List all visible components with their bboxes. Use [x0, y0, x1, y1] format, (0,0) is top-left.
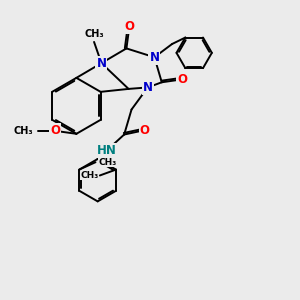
Text: CH₃: CH₃: [14, 126, 33, 136]
Text: CH₃: CH₃: [80, 171, 98, 180]
Text: O: O: [177, 73, 188, 86]
Text: O: O: [50, 124, 60, 137]
Text: N: N: [143, 81, 153, 94]
Text: CH₃: CH₃: [98, 158, 117, 167]
Text: O: O: [124, 20, 134, 33]
Text: HN: HN: [97, 144, 116, 157]
Text: N: N: [149, 51, 159, 64]
Text: CH₃: CH₃: [84, 29, 104, 39]
Text: O: O: [140, 124, 150, 136]
Text: N: N: [96, 57, 106, 70]
